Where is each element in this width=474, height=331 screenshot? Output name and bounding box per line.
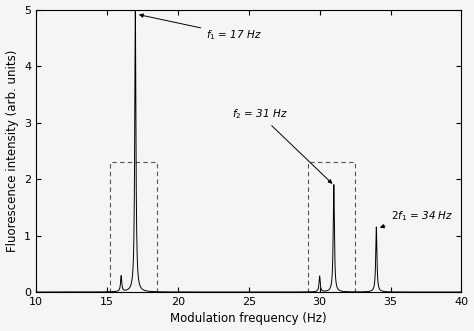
Text: $f_2$ = 31 Hz: $f_2$ = 31 Hz xyxy=(232,107,332,183)
Text: $f_1$ = 17 Hz: $f_1$ = 17 Hz xyxy=(140,14,262,42)
Text: $2f_1$ = 34 Hz: $2f_1$ = 34 Hz xyxy=(381,209,453,228)
Bar xyxy=(308,162,355,292)
Y-axis label: Fluorescence intensity (arb. units): Fluorescence intensity (arb. units) xyxy=(6,50,18,252)
X-axis label: Modulation frequency (Hz): Modulation frequency (Hz) xyxy=(171,312,327,325)
Bar xyxy=(110,162,156,292)
